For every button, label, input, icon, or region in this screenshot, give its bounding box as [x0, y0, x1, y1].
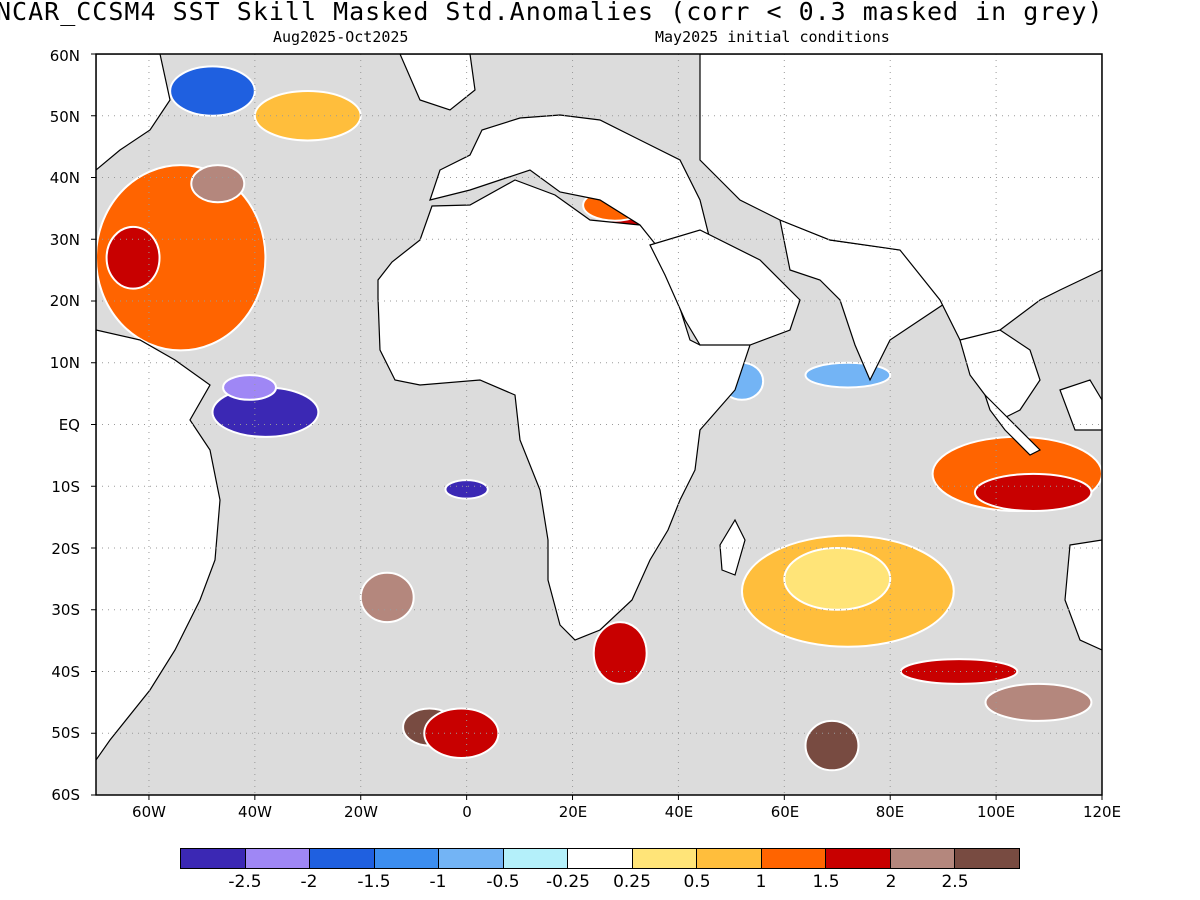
colorbar-swatch	[568, 849, 633, 868]
lat-label-10n: 10N	[49, 354, 80, 372]
land-layer	[96, 54, 1102, 762]
colorbar-swatch	[697, 849, 762, 868]
anomaly-agulhas-red	[592, 621, 648, 685]
axis-ticks	[91, 53, 1103, 800]
anomaly-labrador-sea-cool	[169, 65, 256, 117]
colorbar-label: -0.25	[546, 872, 590, 892]
africa-landmass	[377, 179, 751, 641]
lat-label-10s: 10S	[51, 478, 80, 496]
lat-label-40n: 40N	[49, 169, 80, 187]
colorbar-swatch	[439, 849, 504, 868]
lon-label-120e: 120E	[1082, 803, 1122, 821]
colorbar-label: 2	[885, 872, 897, 892]
greenland-landmass	[399, 54, 476, 111]
anomaly-north-atlantic-subtropical-warm	[96, 164, 267, 352]
europe-landmass	[429, 114, 711, 261]
north-america-landmass	[96, 54, 171, 171]
anomaly-south-atlantic-pink	[359, 571, 415, 624]
anomaly-angola-cool	[444, 479, 489, 500]
colorbar-label: -1	[429, 872, 447, 892]
anomaly-southern-ocean-brown	[984, 682, 1093, 722]
lon-label-80e: 80E	[875, 803, 905, 821]
colorbar-label: -1.5	[357, 872, 391, 892]
anomaly-north-atlantic-brown	[190, 164, 246, 204]
lon-label-20w: 20W	[344, 803, 378, 821]
anomaly-south-atlantic-red	[423, 707, 500, 759]
indochina-landmass	[959, 329, 1041, 421]
anomaly-arabian-sea-cool	[804, 361, 892, 389]
colorbar-swatch	[761, 849, 827, 868]
anomaly-kerguelen-brown	[804, 719, 860, 772]
lat-label-50s: 50S	[51, 724, 80, 742]
colorbar-swatch	[955, 849, 1019, 868]
colorbar-swatch	[890, 849, 956, 868]
lon-label-20e: 20E	[558, 803, 588, 821]
colorbar-label: 0.25	[613, 872, 651, 892]
lon-label-40w: 40W	[238, 803, 272, 821]
colorbar-swatch	[374, 849, 440, 868]
anomaly-south-indian-light	[783, 547, 892, 611]
lat-label-20n: 20N	[49, 292, 80, 310]
colorbar-label: -2.5	[228, 872, 262, 892]
lon-label-40e: 40E	[664, 803, 694, 821]
lat-label-40s: 40S	[51, 663, 80, 681]
colorbar-label: -0.5	[486, 872, 520, 892]
valid-period-label: Aug2025-Oct2025	[273, 28, 409, 46]
lat-label-60n: 60N	[49, 47, 80, 65]
anomaly-layer	[96, 65, 1102, 772]
colorbar-swatch	[503, 849, 569, 868]
colorbar-label: -2	[300, 872, 318, 892]
borneo-landmass	[1059, 379, 1102, 431]
chart-title: NCAR_CCSM4 SST Skill Masked Std.Anomalie…	[0, 0, 1104, 26]
colorbar-swatch	[245, 849, 311, 868]
colorbar-swatch	[181, 849, 246, 868]
asia-landmass	[699, 54, 1102, 372]
lat-label-50n: 50N	[49, 108, 80, 126]
arabia-landmass	[649, 229, 801, 346]
colorbar-swatch	[632, 849, 698, 868]
colorbar-label: 0.5	[683, 872, 711, 892]
lon-label-60w: 60W	[132, 803, 166, 821]
lon-label-100e: 100E	[976, 803, 1016, 821]
colorbar-label: 1.5	[812, 872, 840, 892]
lon-label-60e: 60E	[770, 803, 800, 821]
australia-landmass	[1064, 539, 1102, 651]
colorbar-swatch	[826, 849, 891, 868]
colorbar-label: 1	[755, 872, 767, 892]
lat-label-30n: 30N	[49, 231, 80, 249]
colorbar	[180, 848, 1020, 869]
anomaly-north-atlantic-core-warm	[105, 225, 161, 290]
sumatra-landmass	[984, 394, 1042, 456]
lat-label-60s: 60S	[51, 786, 80, 804]
south-america-landmass	[96, 329, 221, 762]
lat-label-30s: 30S	[51, 601, 80, 619]
lat-label-eq: EQ	[58, 416, 80, 434]
lon-label-0: 0	[462, 803, 472, 821]
colorbar-label: 2.5	[941, 872, 969, 892]
anomaly-tropical-atlantic-lavender	[222, 374, 278, 401]
initial-conditions-label: May2025 initial conditions	[655, 28, 890, 46]
lat-label-20s: 20S	[51, 540, 80, 558]
anomaly-eastern-indian-core	[973, 472, 1093, 512]
colorbar-swatch	[310, 849, 375, 868]
